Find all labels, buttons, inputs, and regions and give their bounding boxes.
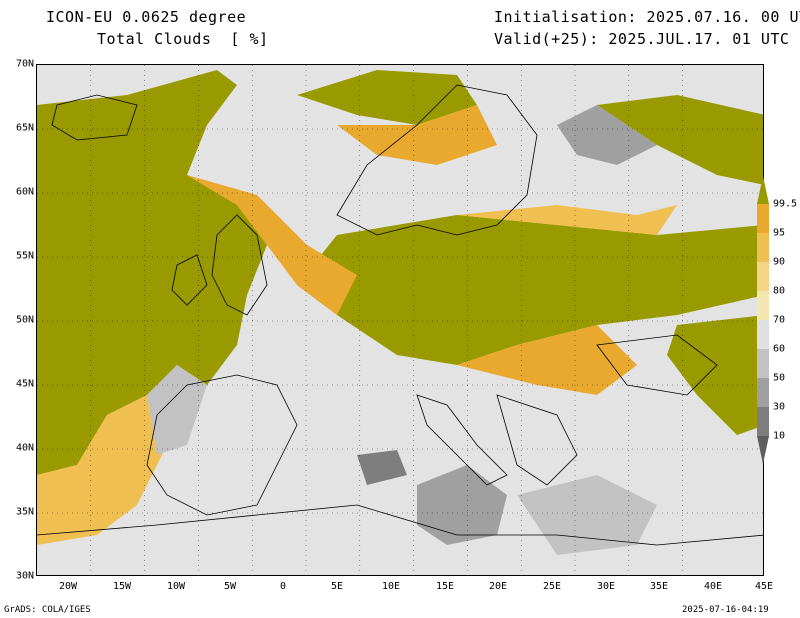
- lon-label: 40E: [703, 581, 723, 592]
- black-sea-coast: [596, 334, 718, 396]
- lon-label: 35E: [649, 581, 669, 592]
- lat-label: 40N: [15, 442, 34, 454]
- colorbar-label: 10: [773, 430, 786, 442]
- colorbar-segment: [757, 262, 769, 291]
- colorbar-label: 70: [773, 314, 786, 326]
- colorbar: [757, 176, 769, 464]
- northeast-overcast: [597, 95, 763, 185]
- lat-label: 70N: [15, 58, 34, 70]
- lon-label: 20E: [488, 581, 508, 592]
- uk-coast: [211, 214, 268, 316]
- lon-label: 5W: [223, 581, 237, 592]
- lon-label: 15W: [112, 581, 132, 592]
- iberia-coast: [146, 374, 298, 516]
- colorbar-label: 30: [773, 401, 786, 413]
- valid-time: Valid(+25): 2025.JUL.17. 01 UTC: [494, 30, 790, 48]
- lat-label: 60N: [15, 186, 34, 198]
- colorbar-segment: [757, 349, 769, 378]
- colorbar-segment: [757, 320, 769, 349]
- lon-label: 10E: [381, 581, 401, 592]
- italy-coast: [416, 394, 508, 486]
- balkans-coast: [496, 394, 578, 486]
- variable-title: Total Clouds [ %]: [97, 30, 269, 48]
- lat-label: 50N: [15, 314, 34, 326]
- grey-cloud-1: [417, 465, 507, 545]
- grads-credit: GrADS: COLA/IGES: [4, 605, 91, 615]
- atlantic-overcast: [37, 70, 267, 475]
- lon-label: 25E: [542, 581, 562, 592]
- gridlines: [37, 65, 763, 575]
- cloud-field: [37, 65, 763, 575]
- colorbar-arrow-top: [757, 176, 769, 204]
- lat-label: 45N: [15, 378, 34, 390]
- grey-cloud-4: [147, 365, 207, 455]
- cloud-fringe-4: [37, 395, 167, 545]
- colorbar-label: 90: [773, 256, 786, 268]
- colorbar-label: 50: [773, 372, 786, 384]
- lon-label: 30E: [596, 581, 616, 592]
- colorbar-segment: [757, 204, 769, 233]
- colorbar-label: 99.5: [773, 198, 798, 210]
- cloud-fringe-3: [457, 325, 637, 395]
- colorbar-segment: [757, 378, 769, 407]
- iceland-coast: [51, 94, 138, 141]
- central-europe-band: [297, 215, 763, 365]
- colorbar-arrow-bottom: [757, 436, 769, 464]
- cloud-fringe-2: [457, 205, 677, 235]
- grey-cloud-5: [557, 105, 657, 165]
- lon-label: 0: [279, 581, 287, 592]
- init-time: Initialisation: 2025.07.16. 00 UTC: [494, 8, 800, 26]
- cloud-map: [36, 64, 764, 576]
- lon-label: 45E: [754, 581, 774, 592]
- scandinavia-coast: [336, 84, 538, 236]
- colorbar-segment: [757, 233, 769, 262]
- colorbar-label: 60: [773, 343, 786, 355]
- lat-label: 30N: [15, 570, 34, 582]
- africa-coast: [37, 504, 763, 546]
- lon-label: 20W: [58, 581, 78, 592]
- lat-label: 55N: [15, 250, 34, 262]
- grey-cloud-3: [357, 450, 407, 485]
- lon-label: 10W: [166, 581, 186, 592]
- lat-label: 35N: [15, 506, 34, 518]
- lon-label: 5E: [330, 581, 344, 592]
- colorbar-segment: [757, 407, 769, 436]
- cloud-fringe-5: [337, 105, 497, 165]
- ireland-coast: [171, 254, 208, 306]
- model-title: ICON-EU 0.0625 degree: [46, 8, 247, 26]
- render-timestamp: 2025-07-16-04:19: [682, 605, 769, 615]
- cloud-fringe-1: [187, 175, 357, 315]
- lon-label: 15E: [435, 581, 455, 592]
- colorbar-segment: [757, 291, 769, 320]
- colorbar-label: 80: [773, 285, 786, 297]
- lat-label: 65N: [15, 122, 34, 134]
- colorbar-label: 95: [773, 227, 786, 239]
- coastlines: [37, 84, 763, 546]
- north-cloud-band: [297, 70, 477, 125]
